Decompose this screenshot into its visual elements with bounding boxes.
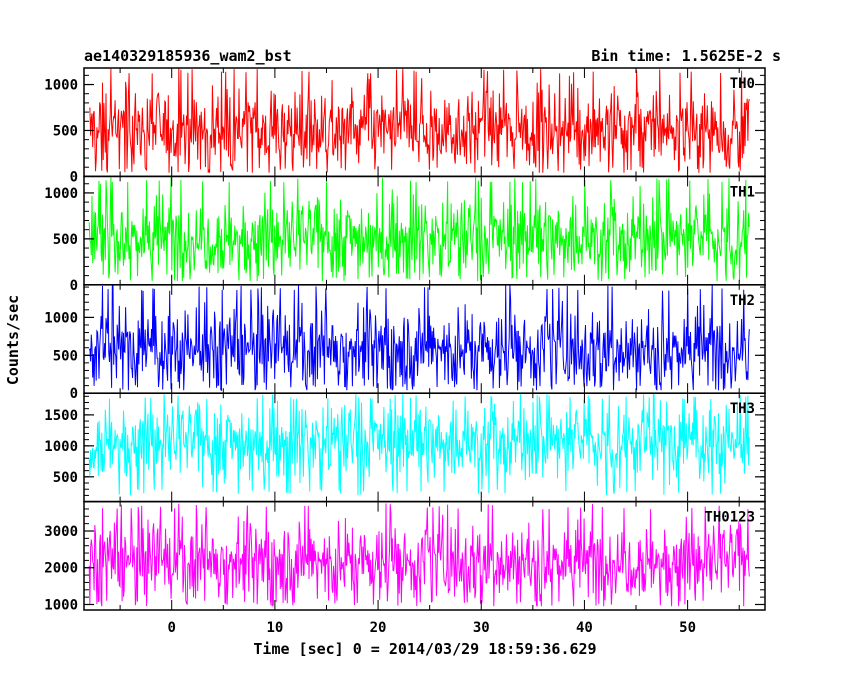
y-tick-label: 1500 [44, 408, 78, 424]
x-tick-label: 20 [370, 620, 387, 636]
y-tick-label: 1000 [44, 186, 78, 202]
series-th1-line [88, 177, 750, 282]
bin-time-label: Bin time: 1.5625E-2 s [591, 47, 781, 65]
panel-th2: 0 500 1000 TH2 [44, 284, 766, 402]
y-tick-label: 1000 [44, 597, 78, 613]
series-th0123-label: TH0123 [704, 510, 755, 526]
panels-group: 0 500 1000 TH0 0 500 1000 TH1 0 500 1000 TH2 500 1000… [44, 67, 766, 613]
series-th3-label: TH3 [730, 401, 755, 417]
panel-frame [83, 392, 766, 503]
series-th0-label: TH0 [730, 76, 755, 92]
y-tick-label: 1000 [44, 78, 78, 94]
series-th0123-line [88, 503, 750, 607]
x-tick-label: 50 [679, 620, 696, 636]
y-tick-label: 1000 [44, 439, 78, 455]
y-tick-label: 500 [53, 348, 78, 364]
y-tick-label: 500 [53, 232, 78, 248]
series-th2-label: TH2 [730, 293, 755, 309]
panel-th0123: 1000 2000 3000 TH0123 [44, 500, 766, 613]
chart-title: ae140329185936_wam2_bst [84, 47, 292, 65]
series-th1-label: TH1 [730, 184, 755, 200]
panel-frame [83, 500, 766, 611]
x-axis: 0 10 20 30 40 50 [167, 620, 696, 636]
y-tick-label: 2000 [44, 561, 78, 577]
y-tick-label: 3000 [44, 524, 78, 540]
y-tick-label: 1000 [44, 310, 78, 326]
x-tick-label: 0 [167, 620, 175, 636]
x-axis-label: Time [sec] 0 = 2014/03/29 18:59:36.629 [253, 640, 596, 658]
panel-th3: 500 1000 1500 TH3 [44, 392, 766, 503]
y-tick-label: 0 [70, 386, 78, 402]
x-tick-label: 30 [473, 620, 490, 636]
y-tick-label: 0 [70, 169, 78, 185]
y-tick-label: 500 [53, 470, 78, 486]
y-tick-label: 0 [70, 278, 78, 294]
panel-th0: 0 500 1000 TH0 [44, 67, 766, 185]
panel-th1: 0 500 1000 TH1 [44, 175, 766, 294]
series-th3-line [88, 393, 750, 496]
series-th2-line [88, 284, 750, 391]
y-axis-label: Counts/sec [4, 295, 22, 385]
x-tick-label: 40 [576, 620, 593, 636]
series-th0-line [89, 68, 750, 173]
x-tick-label: 10 [266, 620, 283, 636]
y-tick-label: 500 [53, 123, 78, 139]
